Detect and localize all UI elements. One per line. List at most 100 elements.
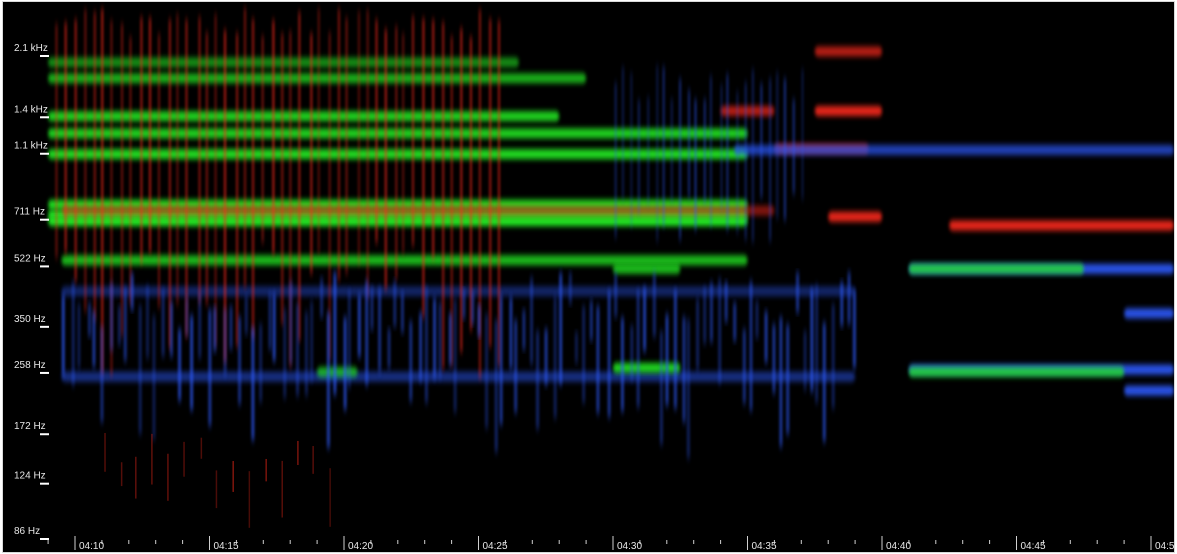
harmonic-streak — [665, 314, 669, 406]
time-minor-tick — [235, 540, 237, 544]
harmonic-streak — [329, 468, 331, 527]
harmonic-streak — [553, 295, 557, 419]
harmonic-streak — [442, 21, 445, 369]
harmonic-streak — [840, 281, 844, 327]
frequency-tick-mark — [40, 152, 49, 155]
spectral-band — [613, 362, 681, 373]
harmonic-streak — [167, 453, 169, 501]
harmonic-streak — [647, 96, 650, 206]
time-minor-tick — [370, 540, 372, 544]
time-minor-tick — [666, 540, 668, 544]
harmonic-streak — [224, 29, 227, 363]
harmonic-streak — [121, 23, 124, 337]
harmonic-streak — [694, 99, 697, 231]
harmonic-streak — [272, 293, 276, 362]
harmonic-streak — [409, 321, 413, 402]
harmonic-streak — [104, 432, 106, 472]
harmonic-streak — [347, 290, 351, 389]
harmonic-streak — [478, 9, 481, 379]
frequency-tick-mark — [40, 116, 49, 119]
harmonic-streak — [185, 19, 188, 338]
frequency-tick-mark — [40, 433, 49, 436]
harmonic-streak — [213, 307, 217, 352]
time-minor-tick — [155, 540, 157, 544]
harmonic-streak — [831, 304, 835, 409]
spectral-band — [61, 286, 856, 297]
harmonic-streak — [402, 33, 405, 254]
harmonic-streak — [248, 471, 251, 528]
harmonic-streak — [673, 289, 677, 409]
harmonic-streak — [87, 302, 91, 337]
harmonic-streak — [198, 16, 201, 304]
harmonic-streak — [74, 19, 77, 282]
harmonic-streak — [769, 78, 772, 242]
harmonic-streak — [607, 290, 611, 418]
harmonic-streak — [100, 326, 104, 423]
harmonic-streak — [296, 303, 300, 396]
time-minor-tick — [504, 540, 506, 544]
harmonic-streak — [450, 36, 453, 367]
spectral-band — [1124, 308, 1174, 319]
spectral-band — [317, 366, 358, 377]
harmonic-streak — [709, 75, 712, 227]
harmonic-streak — [110, 20, 113, 376]
harmonic-streak — [514, 319, 518, 413]
time-minor-tick — [262, 540, 264, 544]
spectral-band — [48, 149, 748, 160]
harmonic-streak — [614, 82, 617, 238]
harmonic-streak — [662, 66, 665, 227]
frequency-tick-label: 2.1 kHz — [14, 43, 48, 54]
harmonic-streak — [460, 28, 463, 353]
frequency-tick-label: 86 Hz — [14, 526, 40, 537]
harmonic-streak — [357, 294, 361, 358]
time-major-tick — [881, 536, 883, 550]
time-major-tick — [74, 536, 76, 550]
time-minor-tick — [397, 540, 399, 544]
harmonic-streak — [176, 13, 179, 306]
harmonic-streak — [494, 319, 498, 453]
frequency-tick-mark — [40, 55, 49, 57]
harmonic-streak — [236, 32, 239, 347]
harmonic-streak — [333, 272, 337, 395]
spectral-band — [814, 105, 882, 116]
harmonic-streak — [760, 83, 763, 198]
harmonic-streak — [370, 286, 374, 331]
time-minor-tick — [1123, 540, 1125, 544]
spectral-band — [734, 145, 1174, 156]
time-minor-tick — [1042, 540, 1044, 544]
harmonic-streak — [733, 302, 737, 342]
harmonic-streak — [772, 324, 776, 394]
harmonic-streak — [559, 272, 563, 385]
harmonic-streak — [536, 330, 540, 430]
harmonic-streak — [84, 9, 87, 312]
time-tick-label: 04:35 — [752, 541, 777, 552]
time-minor-tick — [693, 540, 695, 544]
harmonic-streak — [477, 304, 481, 337]
harmonic-streak — [670, 98, 673, 203]
harmonic-streak — [298, 11, 301, 341]
harmonic-streak — [117, 306, 121, 346]
harmonic-streak — [636, 289, 640, 408]
time-minor-tick — [424, 540, 426, 544]
time-minor-tick — [854, 540, 856, 544]
harmonic-streak — [703, 99, 706, 204]
time-minor-tick — [800, 540, 802, 544]
harmonic-streak — [157, 33, 160, 308]
frequency-tick-mark — [40, 482, 49, 485]
harmonic-streak — [596, 305, 600, 414]
harmonic-streak — [120, 462, 123, 487]
harmonic-streak — [448, 313, 452, 366]
harmonic-streak — [387, 328, 391, 369]
time-minor-tick — [101, 540, 103, 544]
frequency-tick-mark — [40, 538, 49, 540]
time-axis: 04:10 04:15 04:20 04:25 04:30 04:35 04:40 04:45… — [47, 536, 1174, 552]
harmonic-streak — [755, 300, 759, 339]
harmonic-streak — [366, 9, 369, 299]
harmonic-streak — [652, 272, 656, 337]
spectrogram-plot: 2.1 kHz 1.4 kHz 1.1 kHz 711 Hz 522 Hz 350 Hz 2… — [3, 2, 1174, 552]
harmonic-streak — [489, 18, 492, 348]
spectral-band — [720, 105, 775, 116]
time-minor-tick — [935, 540, 937, 544]
harmonic-streak — [357, 11, 360, 266]
harmonic-streak — [101, 8, 104, 374]
